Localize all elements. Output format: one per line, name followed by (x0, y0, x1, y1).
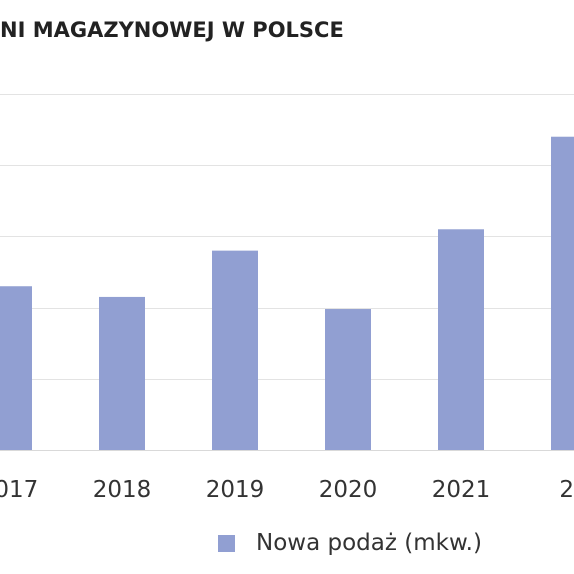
x-tick-label: 2021 (432, 477, 491, 503)
bar-2020 (325, 309, 371, 450)
x-tick-label: 2019 (206, 477, 265, 503)
chart-title: NI MAGAZYNOWEJ W POLSCE (0, 18, 344, 42)
legend-swatch (218, 534, 235, 552)
bar-2017 (0, 286, 32, 450)
legend: Nowa podaż (mkw.) (218, 526, 482, 560)
x-tick-label: 20 (559, 477, 574, 503)
x-tick-label: 2018 (93, 477, 152, 503)
legend-label: Nowa podaż (mkw.) (256, 530, 482, 556)
x-tick-label: 2017 (0, 477, 38, 503)
x-tick-label: 2020 (319, 477, 378, 503)
bar-2021 (438, 229, 484, 450)
bar-2018 (99, 296, 145, 450)
bar-2019 (212, 250, 258, 450)
bar-20 (551, 136, 574, 450)
